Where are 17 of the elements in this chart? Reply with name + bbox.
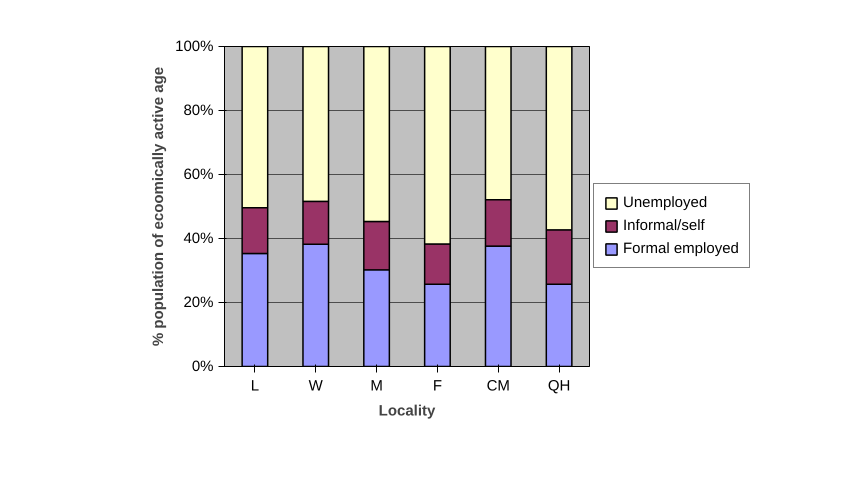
x-tick-label: W: [308, 378, 324, 394]
legend-label: Informal/self: [623, 217, 705, 234]
y-tick-label: 20%: [183, 294, 214, 311]
y-tick-label: 80%: [183, 102, 214, 119]
x-tick-label: QH: [548, 378, 570, 394]
y-tick-label: 0%: [192, 358, 214, 375]
x-axis-title: Locality: [378, 402, 436, 420]
legend-label: Formal employed: [623, 240, 739, 257]
legend-label: Unemployed: [623, 194, 708, 211]
y-tick-label: 60%: [183, 166, 214, 183]
x-tick-label: L: [250, 378, 260, 394]
x-tick-label: M: [370, 378, 383, 394]
y-tick-label: 100%: [175, 38, 214, 55]
x-tick-label: CM: [486, 378, 510, 394]
x-tick-label: F: [432, 378, 442, 394]
y-tick-label: 40%: [183, 230, 214, 247]
y-axis-title: % population of ecoomically active age: [150, 66, 168, 346]
